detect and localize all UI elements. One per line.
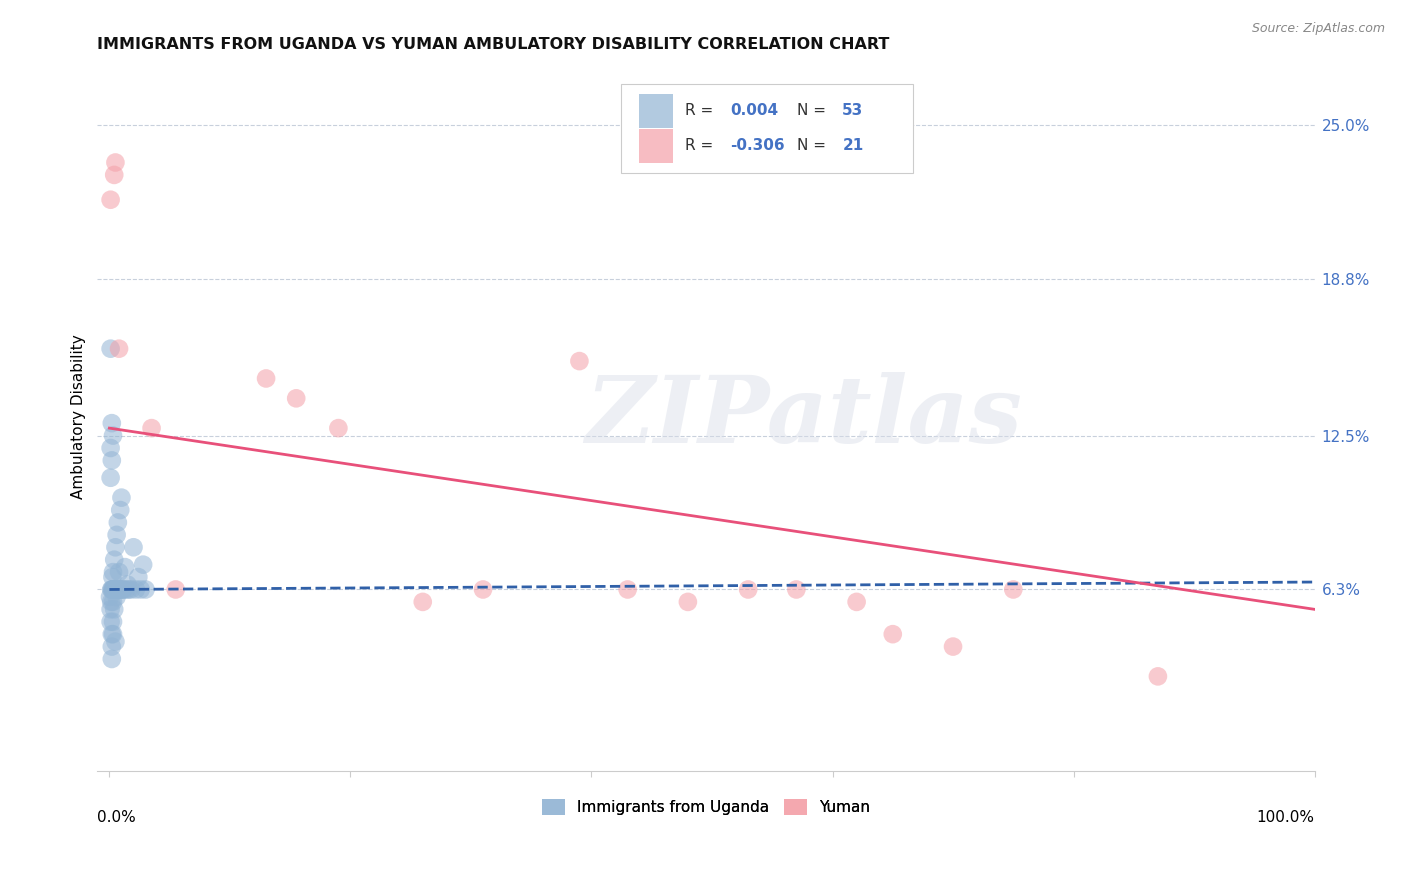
Point [101, 570, 124, 584]
Point [122, 541, 145, 555]
Point [1147, 669, 1170, 683]
Point [100, 193, 122, 207]
Point [110, 491, 132, 505]
Point [101, 595, 124, 609]
Text: N =: N = [797, 103, 831, 118]
Text: N =: N = [797, 138, 831, 153]
Point [285, 392, 308, 406]
FancyBboxPatch shape [621, 85, 912, 173]
Point [100, 595, 122, 609]
Point [127, 570, 149, 584]
Point [103, 552, 125, 566]
Point [135, 582, 157, 597]
Point [125, 582, 148, 597]
Point [129, 582, 152, 597]
Text: ZIPatlas: ZIPatlas [585, 372, 1022, 462]
Point [101, 416, 124, 430]
Point [101, 640, 124, 654]
Point [616, 582, 638, 597]
Point [108, 582, 131, 597]
Point [107, 582, 129, 597]
Y-axis label: Ambulatory Disability: Ambulatory Disability [72, 334, 86, 500]
Point [101, 428, 124, 442]
Point [101, 582, 124, 597]
Point [101, 627, 124, 641]
Point [141, 421, 163, 435]
Point [328, 421, 350, 435]
Point [120, 582, 142, 597]
Text: -0.306: -0.306 [730, 138, 785, 153]
Point [103, 582, 125, 597]
Point [882, 627, 904, 641]
Point [103, 168, 125, 182]
Point [104, 582, 127, 597]
Point [100, 441, 122, 455]
Point [108, 342, 131, 356]
Point [101, 627, 124, 641]
Point [114, 560, 136, 574]
Point [104, 155, 127, 169]
Text: 53: 53 [842, 103, 863, 118]
Point [132, 558, 155, 572]
Point [108, 565, 131, 579]
Text: R =: R = [685, 103, 718, 118]
Text: R =: R = [685, 138, 718, 153]
Point [845, 595, 868, 609]
Point [100, 582, 122, 597]
Point [100, 342, 122, 356]
Point [737, 582, 759, 597]
Point [785, 582, 807, 597]
Point [104, 582, 127, 597]
Point [100, 602, 122, 616]
Point [107, 516, 129, 530]
Point [111, 582, 134, 597]
Point [110, 582, 132, 597]
Point [101, 582, 124, 597]
Point [101, 453, 124, 467]
Point [100, 471, 122, 485]
Point [118, 582, 141, 597]
Point [103, 602, 125, 616]
Text: 100.0%: 100.0% [1257, 810, 1315, 824]
Point [112, 582, 135, 597]
Point [110, 582, 132, 597]
Point [110, 503, 132, 517]
Point [117, 577, 139, 591]
Text: Source: ZipAtlas.com: Source: ZipAtlas.com [1251, 22, 1385, 36]
Point [676, 595, 699, 609]
Point [101, 615, 124, 629]
Point [100, 615, 122, 629]
Legend: Immigrants from Uganda, Yuman: Immigrants from Uganda, Yuman [536, 793, 876, 821]
Point [104, 634, 127, 648]
Point [104, 541, 127, 555]
Point [101, 652, 124, 666]
Point [101, 582, 124, 597]
Text: 0.004: 0.004 [730, 103, 779, 118]
Point [472, 582, 495, 597]
Point [98, 590, 121, 604]
Point [115, 582, 138, 597]
Text: 21: 21 [842, 138, 863, 153]
Point [105, 528, 128, 542]
Text: IMMIGRANTS FROM UGANDA VS YUMAN AMBULATORY DISABILITY CORRELATION CHART: IMMIGRANTS FROM UGANDA VS YUMAN AMBULATO… [97, 37, 890, 53]
Point [103, 582, 125, 597]
Point [105, 590, 128, 604]
FancyBboxPatch shape [638, 94, 673, 128]
Point [101, 565, 124, 579]
Text: 0.0%: 0.0% [97, 810, 136, 824]
Point [568, 354, 591, 368]
Point [942, 640, 965, 654]
Point [165, 582, 187, 597]
Point [412, 595, 434, 609]
FancyBboxPatch shape [638, 129, 673, 163]
Point [254, 371, 277, 385]
Point [1002, 582, 1025, 597]
